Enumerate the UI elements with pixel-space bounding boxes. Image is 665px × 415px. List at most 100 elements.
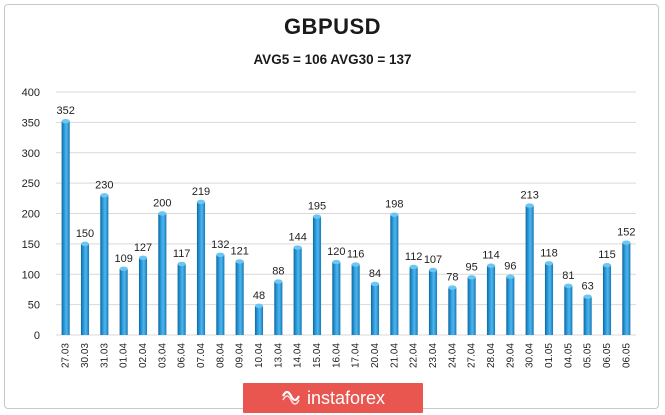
x-tick-label: 08.04 [215, 343, 226, 368]
bar-top [506, 274, 515, 279]
bar-top [158, 211, 167, 216]
bar [312, 216, 322, 335]
data-label: 115 [598, 249, 616, 261]
data-label: 195 [308, 201, 326, 213]
data-label: 213 [520, 190, 538, 202]
bar-top [332, 259, 341, 265]
data-label: 48 [253, 290, 265, 302]
bar-top [196, 199, 206, 205]
bar-top [80, 241, 90, 247]
bar [61, 121, 70, 335]
data-label: 117 [173, 248, 191, 260]
chart-title: GBPUSD [283, 14, 382, 39]
bar [370, 283, 380, 335]
x-tick-label: 10.04 [254, 343, 265, 368]
bar [506, 276, 515, 335]
bar [100, 195, 109, 335]
data-label: 81 [562, 270, 574, 282]
bar [235, 261, 244, 335]
x-tick-label: 02.04 [138, 343, 149, 368]
bar [467, 277, 476, 335]
bar [332, 262, 341, 335]
bar-top [293, 245, 302, 250]
x-tick-label: 06.05 [602, 343, 613, 368]
x-tick-label: 06.05 [621, 343, 632, 368]
x-tick-label: 01.04 [119, 343, 130, 368]
bar [274, 281, 283, 335]
bar-top [448, 285, 457, 290]
data-label: 114 [482, 250, 500, 262]
bar [158, 213, 167, 335]
x-tick-label: 06.04 [177, 343, 188, 368]
x-tick-label: 21.04 [389, 343, 400, 368]
bar [622, 242, 631, 335]
y-tick-label: 400 [22, 87, 40, 99]
y-tick-label: 0 [34, 330, 40, 342]
x-tick-label: 29.04 [505, 343, 516, 368]
bar-top [390, 212, 399, 217]
data-label: 132 [211, 239, 229, 251]
watermark-text: instaforex [306, 387, 386, 408]
bar-top [274, 279, 283, 284]
data-label: 230 [95, 179, 113, 191]
data-label: 144 [288, 232, 306, 244]
data-label: 219 [192, 186, 210, 198]
x-tick-label: 28.04 [486, 343, 497, 368]
bar [177, 263, 186, 335]
x-tick-label: 03.04 [157, 343, 168, 368]
x-tick-label: 04.05 [563, 343, 574, 368]
bar [428, 269, 438, 335]
y-tick-label: 100 [22, 269, 40, 281]
bar-top [409, 264, 418, 270]
data-label: 112 [405, 251, 423, 263]
x-tick-label: 30.03 [80, 343, 91, 368]
bar [583, 296, 592, 335]
bar [351, 264, 360, 335]
x-tick-label: 17.04 [351, 343, 362, 368]
x-tick-label: 13.04 [273, 343, 284, 368]
bar-top [216, 252, 225, 258]
data-label: 88 [272, 266, 284, 278]
bar-top [119, 266, 128, 271]
x-tick-label: 23.04 [428, 343, 439, 368]
data-label: 116 [347, 249, 365, 261]
bar [486, 265, 496, 335]
bar-top [370, 281, 380, 287]
x-axis-ticks: 27.03 30.03 31.03 01.04 02.04 03.04 06.04 07.04… [61, 343, 633, 368]
y-tick-label: 50 [28, 300, 40, 312]
data-label: 121 [230, 245, 248, 257]
instaforex-watermark: instaforex [243, 383, 423, 413]
bar-top [564, 283, 573, 288]
bar-top [312, 214, 322, 219]
bar [448, 287, 457, 335]
x-tick-label: 05.05 [583, 343, 594, 368]
bar [254, 305, 264, 335]
y-tick-label: 250 [22, 178, 40, 190]
data-label: 127 [134, 242, 152, 254]
chart-subtitle: AVG5 = 106 AVG30 = 137 [253, 52, 412, 67]
bars [61, 118, 631, 335]
y-tick-label: 350 [22, 117, 40, 129]
x-tick-label: 20.04 [370, 343, 381, 368]
x-tick-label: 16.04 [331, 343, 342, 368]
data-label: 120 [327, 246, 345, 258]
bar [602, 265, 612, 335]
bar-top [583, 294, 592, 299]
data-label: 198 [385, 199, 403, 211]
bar-top [61, 118, 70, 124]
bar [196, 201, 206, 335]
x-tick-label: 14.04 [293, 343, 304, 368]
data-label: 96 [504, 261, 516, 273]
bar [409, 266, 418, 335]
x-tick-label: 27.03 [61, 343, 72, 368]
x-tick-label: 07.04 [196, 343, 207, 368]
bar-top [351, 262, 360, 267]
x-tick-label: 27.04 [467, 343, 478, 368]
bar-top [100, 193, 109, 198]
x-tick-label: 22.04 [409, 343, 420, 368]
bar [216, 254, 225, 335]
bar-top [428, 267, 438, 273]
data-label: 109 [114, 253, 132, 265]
insta-logo-icon [281, 387, 301, 410]
bar [293, 247, 302, 335]
